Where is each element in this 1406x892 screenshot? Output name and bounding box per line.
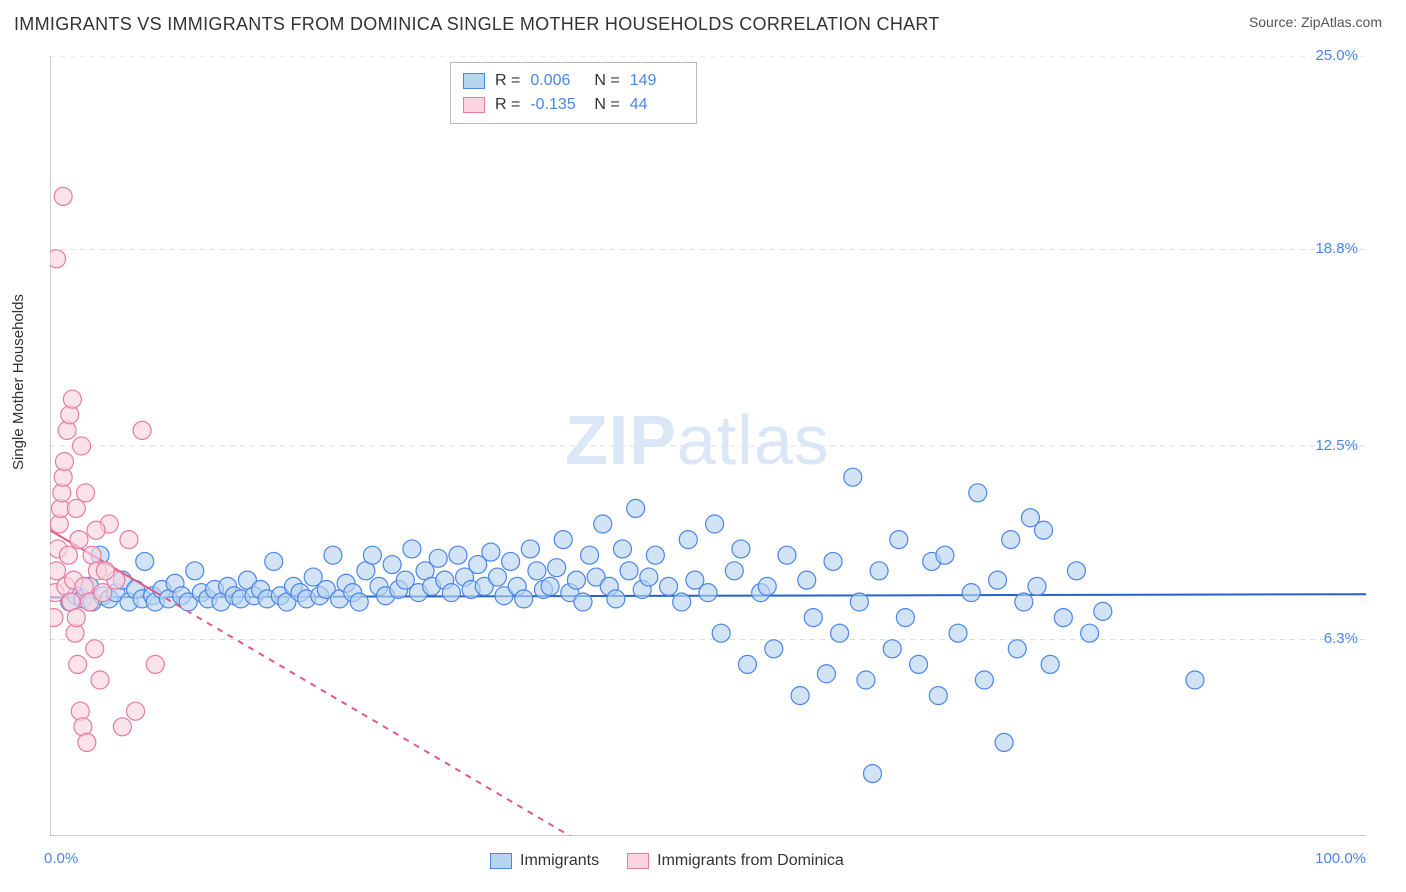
legend-item: Immigrants from Dominica	[627, 852, 844, 870]
stats-legend-row: R = 0.006 N = 149	[463, 69, 684, 93]
ytick-label: 25.0%	[1315, 47, 1358, 64]
source-attribution: Source: ZipAtlas.com	[1249, 14, 1382, 30]
r-label: R =	[495, 96, 520, 114]
n-value: 44	[630, 96, 684, 114]
stats-legend: R = 0.006 N = 149 R = -0.135 N = 44	[450, 62, 697, 124]
plot-svg	[50, 56, 1366, 836]
stats-legend-row: R = -0.135 N = 44	[463, 93, 684, 117]
legend-swatch	[463, 97, 485, 113]
legend-label: Immigrants from Dominica	[657, 852, 844, 870]
ytick-label: 6.3%	[1324, 630, 1358, 647]
r-label: R =	[495, 72, 520, 90]
n-label: N =	[594, 72, 619, 90]
chart-title: IMMIGRANTS VS IMMIGRANTS FROM DOMINICA S…	[14, 14, 940, 35]
r-value: 0.006	[530, 72, 584, 90]
series-legend: Immigrants Immigrants from Dominica	[490, 852, 844, 870]
x-max-label: 100.0%	[1315, 850, 1366, 867]
r-value: -0.135	[530, 96, 584, 114]
n-label: N =	[594, 96, 619, 114]
y-axis-label: Single Mother Households	[10, 294, 27, 470]
legend-swatch	[490, 853, 512, 869]
legend-item: Immigrants	[490, 852, 599, 870]
ytick-label: 12.5%	[1315, 437, 1358, 454]
n-value: 149	[630, 72, 684, 90]
legend-swatch	[463, 73, 485, 89]
legend-label: Immigrants	[520, 852, 599, 870]
x-min-label: 0.0%	[44, 850, 78, 867]
correlation-chart: IMMIGRANTS VS IMMIGRANTS FROM DOMINICA S…	[0, 0, 1406, 892]
plot-area: 6.3%12.5%18.8%25.0%0.0%100.0%	[50, 56, 1366, 836]
legend-swatch	[627, 853, 649, 869]
ytick-label: 18.8%	[1315, 240, 1358, 257]
